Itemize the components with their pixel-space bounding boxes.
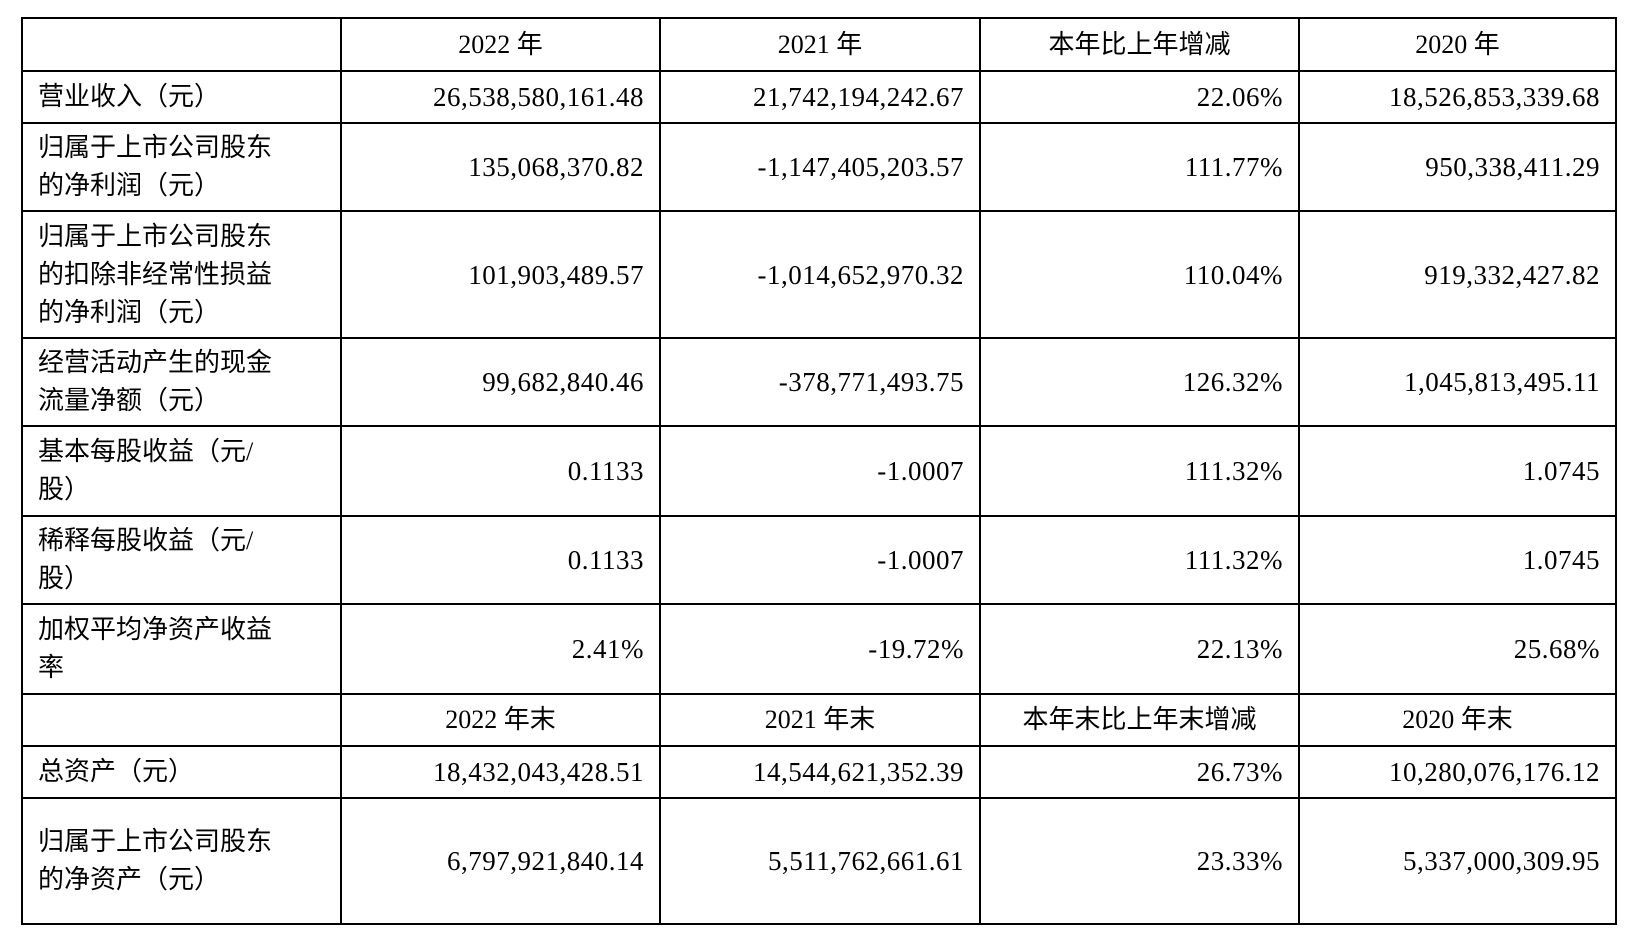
cell-2020: 1.0745 (1298, 515, 1617, 605)
year-end-header-row: 2022 年末 2021 年末 本年末比上年末增减 2020 年末 (21, 693, 1617, 747)
cell-2022: 135,068,370.82 (340, 122, 661, 212)
cell-2021: -19.72% (659, 603, 981, 695)
cell-2020: 919,332,427.82 (1298, 210, 1617, 339)
cell-2021: 14,544,621,352.39 (659, 745, 981, 799)
row-label: 营业收入（元） (21, 70, 342, 124)
row-label: 经营活动产生的现金流量净额（元） (21, 337, 342, 427)
cell-2021: -378,771,493.75 (659, 337, 981, 427)
cell-yoy-change: 22.13% (979, 603, 1300, 695)
col-header-year-end-change: 本年末比上年末增减 (979, 693, 1300, 747)
col-header-2022: 2022 年 (340, 17, 661, 72)
cell-2022: 6,797,921,840.14 (340, 797, 661, 925)
row-label: 归属于上市公司股东的扣除非经常性损益的净利润（元） (21, 210, 342, 339)
row-label: 归属于上市公司股东的净资产（元） (21, 797, 342, 925)
row-label: 归属于上市公司股东的净利润（元） (21, 122, 342, 212)
cell-2021: 5,511,762,661.61 (659, 797, 981, 925)
cell-2022: 0.1133 (340, 425, 661, 517)
corner-cell (21, 17, 342, 72)
cell-2021: -1.0007 (659, 425, 981, 517)
col-header-2020: 2020 年 (1298, 17, 1617, 72)
cell-2022: 18,432,043,428.51 (340, 745, 661, 799)
row-label: 稀释每股收益（元/股） (21, 515, 342, 605)
row-label: 总资产（元） (21, 745, 342, 799)
cell-2020: 10,280,076,176.12 (1298, 745, 1617, 799)
cell-2020: 1,045,813,495.11 (1298, 337, 1617, 427)
cell-2020: 18,526,853,339.68 (1298, 70, 1617, 124)
financial-summary-table: 2022 年 2021 年 本年比上年增减 2020 年 营业收入（元） 26,… (21, 17, 1617, 925)
cell-2022: 101,903,489.57 (340, 210, 661, 339)
cell-2022: 0.1133 (340, 515, 661, 605)
cell-2020: 5,337,000,309.95 (1298, 797, 1617, 925)
cell-2021: 21,742,194,242.67 (659, 70, 981, 124)
table-row-operating-cash-flow: 经营活动产生的现金流量净额（元） 99,682,840.46 -378,771,… (21, 337, 1617, 427)
cell-2020: 1.0745 (1298, 425, 1617, 517)
cell-2022: 26,538,580,161.48 (340, 70, 661, 124)
cell-yoy-change: 126.32% (979, 337, 1300, 427)
cell-2022: 2.41% (340, 603, 661, 695)
cell-yoy-change: 22.06% (979, 70, 1300, 124)
col-header-yoy-change: 本年比上年增减 (979, 17, 1300, 72)
table-row-weighted-avg-roe: 加权平均净资产收益率 2.41% -19.72% 22.13% 25.68% (21, 603, 1617, 695)
table-row-basic-eps: 基本每股收益（元/股） 0.1133 -1.0007 111.32% 1.074… (21, 425, 1617, 517)
row-label: 加权平均净资产收益率 (21, 603, 342, 695)
cell-2021: -1.0007 (659, 515, 981, 605)
cell-yoy-change: 111.32% (979, 515, 1300, 605)
annual-header-row: 2022 年 2021 年 本年比上年增减 2020 年 (21, 17, 1617, 72)
col-header-2021: 2021 年 (659, 17, 981, 72)
cell-2020: 25.68% (1298, 603, 1617, 695)
cell-yoy-change: 111.77% (979, 122, 1300, 212)
table-row-net-profit: 归属于上市公司股东的净利润（元） 135,068,370.82 -1,147,4… (21, 122, 1617, 212)
cell-yoy-change: 23.33% (979, 797, 1300, 925)
cell-2020: 950,338,411.29 (1298, 122, 1617, 212)
cell-yoy-change: 26.73% (979, 745, 1300, 799)
cell-2021: -1,147,405,203.57 (659, 122, 981, 212)
table-row-total-assets: 总资产（元） 18,432,043,428.51 14,544,621,352.… (21, 745, 1617, 799)
cell-2022: 99,682,840.46 (340, 337, 661, 427)
col-header-2021-year-end: 2021 年末 (659, 693, 981, 747)
col-header-2020-year-end: 2020 年末 (1298, 693, 1617, 747)
row-label: 基本每股收益（元/股） (21, 425, 342, 517)
table-row-revenue: 营业收入（元） 26,538,580,161.48 21,742,194,242… (21, 70, 1617, 124)
cell-yoy-change: 110.04% (979, 210, 1300, 339)
corner-cell (21, 693, 342, 747)
cell-2021: -1,014,652,970.32 (659, 210, 981, 339)
table-row-net-assets: 归属于上市公司股东的净资产（元） 6,797,921,840.14 5,511,… (21, 797, 1617, 925)
cell-yoy-change: 111.32% (979, 425, 1300, 517)
table-row-net-profit-excl-nonrecurring: 归属于上市公司股东的扣除非经常性损益的净利润（元） 101,903,489.57… (21, 210, 1617, 339)
table-row-diluted-eps: 稀释每股收益（元/股） 0.1133 -1.0007 111.32% 1.074… (21, 515, 1617, 605)
col-header-2022-year-end: 2022 年末 (340, 693, 661, 747)
